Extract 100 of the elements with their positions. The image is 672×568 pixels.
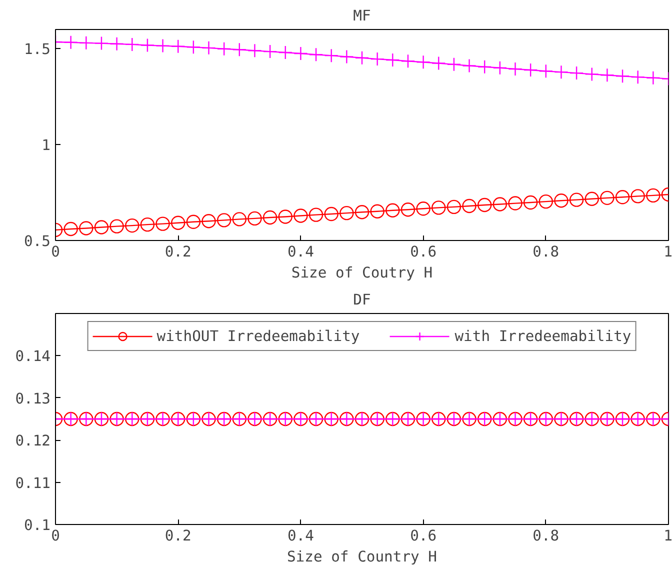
point [538,194,553,209]
y-tick-label: 0.5 [24,233,51,250]
x-axis-title: Size of Country H [287,548,438,566]
point [462,198,476,214]
point [478,198,492,212]
chart-title: DF [353,292,371,308]
point [110,36,124,51]
point [400,202,416,217]
x-tick-label: 0.4 [287,528,314,544]
point [125,218,140,233]
point [340,50,354,64]
point [262,210,278,225]
point [554,64,568,80]
point [584,192,599,206]
point [94,36,109,50]
point [354,50,370,65]
point [262,44,278,59]
x-tick-label: 0.2 [164,528,192,544]
point [308,48,324,62]
point [600,68,614,82]
point [523,195,538,210]
chart-title: MF [353,8,371,24]
x-tick-label: 0.2 [164,244,192,260]
point [125,37,140,52]
point [324,206,338,222]
point [615,190,630,204]
point [569,192,584,207]
y-tick-label: 0.13 [15,390,50,408]
y-tick-label: 0.12 [15,432,50,450]
point [630,189,645,204]
point [432,200,446,215]
point [64,222,78,236]
point [554,194,568,208]
point [416,55,430,70]
point [446,200,462,214]
point [324,48,338,63]
point [508,196,522,210]
point [248,211,262,226]
point [171,39,186,54]
x-tick-label: 0.6 [410,244,437,260]
point [171,216,186,230]
point [216,213,232,228]
point [523,62,538,78]
point [492,197,508,212]
point [64,35,78,50]
point [400,54,416,68]
point [79,36,94,50]
x-tick-label: 0.8 [532,528,560,544]
point [354,205,370,220]
point [386,52,400,68]
x-tick-label: 0.4 [287,244,314,260]
point [432,56,446,70]
point [416,202,430,216]
point [508,62,522,76]
point [202,214,216,228]
point [646,70,660,85]
point [615,69,630,84]
y-tick-label: 1.5 [24,41,51,58]
point [569,66,584,80]
x-tick-label: 0.8 [532,244,560,260]
point [156,38,170,53]
point [202,40,216,56]
point [278,210,292,224]
x-tick-label: 0 [51,244,60,260]
point [294,208,308,223]
x-tick-label: 0.6 [410,528,437,544]
legend-label: with Irredeemability [454,328,632,344]
point [386,203,400,218]
point [646,188,660,203]
point [370,52,384,66]
point [94,220,109,234]
point [232,212,246,226]
point [140,38,155,52]
point [79,221,94,236]
point [294,46,308,61]
x-tick-label: 1 [664,528,672,544]
point [462,58,476,73]
x-tick-label: 1 [664,244,672,260]
legend-label: withOUT Irredeemability [156,328,360,344]
x-axis-title: Size of Coutry H [291,264,433,282]
point [492,60,508,75]
point [308,208,324,222]
point [248,44,262,58]
point [140,217,155,232]
y-tick-label: 1 [42,137,51,154]
y-tick-label: 0.1 [24,517,51,534]
point [370,204,384,218]
point [630,70,645,84]
point [186,40,201,54]
point [186,214,201,229]
point [446,57,462,72]
point [538,64,553,78]
x-tick-label: 0 [51,528,60,544]
point [600,190,614,206]
point [232,42,246,57]
point [340,206,354,220]
point [478,60,492,74]
point [156,216,170,231]
point [110,219,124,234]
point [216,42,232,56]
